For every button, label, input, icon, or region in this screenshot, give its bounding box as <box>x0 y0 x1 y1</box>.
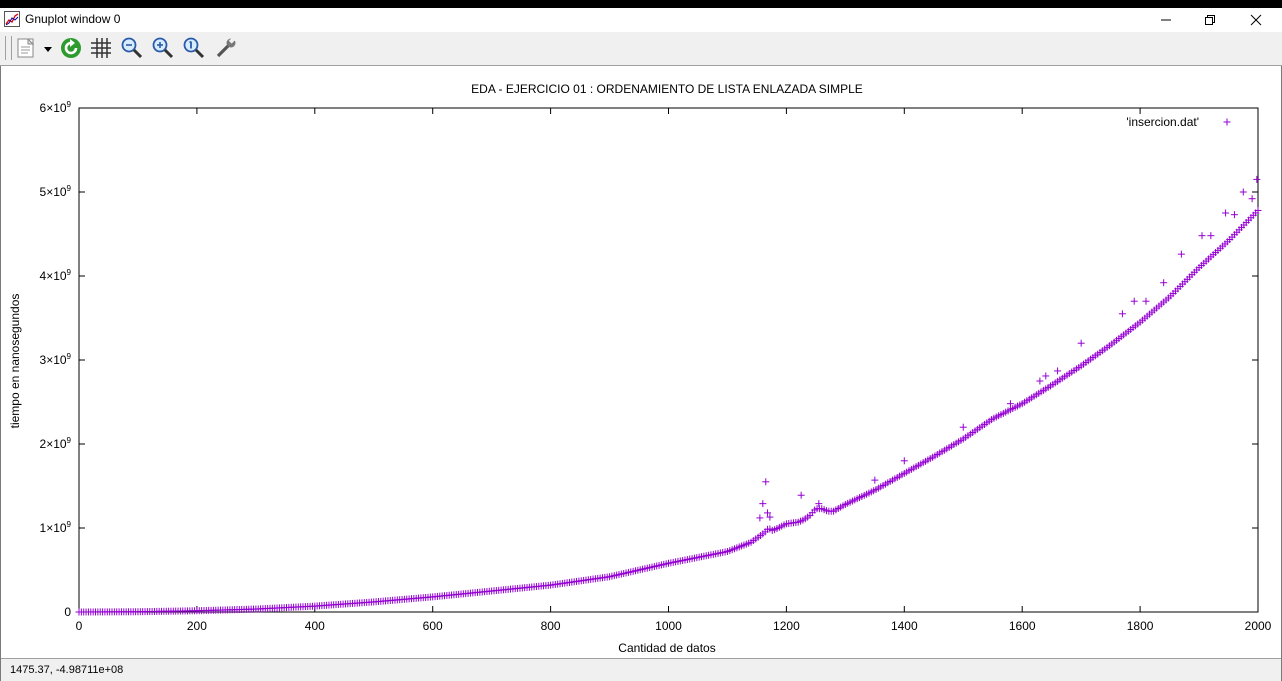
window-border-left <box>0 66 1 681</box>
x-tick-label: 1800 <box>1127 619 1154 633</box>
y-tick-label: 0 <box>64 605 71 619</box>
autoscale-icon <box>183 37 205 59</box>
legend-plus-marker <box>1223 118 1231 126</box>
data-point-outlier <box>1253 175 1261 183</box>
copy-options-icon <box>17 38 52 58</box>
y-tick-label: 3×109 <box>40 352 72 367</box>
restore-icon <box>1205 15 1215 25</box>
status-bar: 1475.37, -4.98711e+08 <box>0 658 1282 681</box>
data-point-outlier <box>1077 339 1085 347</box>
grid-icon <box>91 38 111 58</box>
title-bar[interactable]: Gnuplot window 0 <box>0 8 1282 32</box>
data-point-outlier <box>762 478 770 486</box>
toolbar <box>0 32 1282 65</box>
close-icon <box>1250 14 1262 26</box>
x-tick-label: 400 <box>305 619 325 633</box>
data-point-outlier <box>1248 195 1256 203</box>
minimize-button[interactable] <box>1144 8 1188 32</box>
grid-button[interactable] <box>88 35 114 61</box>
x-tick-label: 800 <box>541 619 561 633</box>
plot-area[interactable]: EDA - EJERCICIO 01 : ORDENAMIENTO DE LIS… <box>0 66 1282 658</box>
x-tick-label: 1000 <box>655 619 682 633</box>
data-point-outlier <box>1054 367 1062 375</box>
data-points <box>75 175 1262 616</box>
data-point-outlier <box>1230 211 1238 219</box>
data-point-outlier <box>1160 279 1168 287</box>
restore-button[interactable] <box>1188 8 1232 32</box>
status-coordinates: 1475.37, -4.98711e+08 <box>10 664 124 676</box>
x-tick-label: 200 <box>187 619 207 633</box>
toolbar-separator <box>0 65 1282 66</box>
data-point-outlier <box>756 514 764 522</box>
y-axis-ticks: 0 1×109 2×109 3×109 4×109 5×109 6×109 <box>40 100 1258 619</box>
x-axis-label: Cantidad de datos <box>618 641 715 655</box>
y-tick-label: 5×109 <box>40 184 72 199</box>
data-point-outlier <box>815 500 823 508</box>
gnuplot-app-icon <box>4 11 20 27</box>
data-point-outlier <box>1222 209 1230 217</box>
y-tick-label: 1×109 <box>40 520 72 535</box>
data-point-outlier <box>900 457 908 465</box>
copy-options-button[interactable] <box>15 35 55 61</box>
y-axis-label: tiempo en nanosegundos <box>8 294 22 429</box>
plot-border <box>78 107 1259 613</box>
data-point-outlier <box>1118 310 1126 318</box>
data-point-outlier <box>1006 400 1014 408</box>
y-tick-label: 4×109 <box>40 268 72 283</box>
options-button[interactable] <box>212 35 240 61</box>
x-tick-label: 1400 <box>891 619 918 633</box>
window-title: Gnuplot window 0 <box>25 12 121 26</box>
data-point-outlier <box>1130 297 1138 305</box>
gnuplot-chart[interactable]: EDA - EJERCICIO 01 : ORDENAMIENTO DE LIS… <box>0 66 1282 658</box>
y-tick-label: 6×109 <box>40 100 72 115</box>
autoscale-button[interactable] <box>181 35 207 61</box>
x-tick-label: 600 <box>423 619 443 633</box>
legend-marker <box>1223 118 1231 126</box>
data-point-outlier <box>1177 250 1185 258</box>
data-point-outlier <box>1239 188 1247 196</box>
x-axis-ticks: 0 200 400 600 800 1000 1200 1400 1600 1800 2000 <box>76 108 1272 633</box>
zoom-previous-button[interactable] <box>119 35 145 61</box>
data-point-outlier <box>759 500 767 508</box>
y-tick-label: 2×109 <box>40 436 72 451</box>
replot-icon <box>61 38 81 58</box>
zoom-next-button[interactable] <box>150 35 176 61</box>
toolbar-grip[interactable] <box>5 36 12 60</box>
x-tick-label: 1600 <box>1009 619 1036 633</box>
data-point-outlier <box>959 423 967 431</box>
data-point <box>1254 206 1262 214</box>
screen-top-strip <box>0 0 1282 8</box>
data-point-outlier <box>764 509 772 517</box>
data-point-outlier <box>1036 377 1044 385</box>
data-point-outlier <box>797 491 805 499</box>
x-tick-label: 0 <box>76 619 83 633</box>
close-button[interactable] <box>1234 8 1278 32</box>
x-tick-label: 1200 <box>773 619 800 633</box>
legend-label: 'insercion.dat' <box>1126 115 1199 129</box>
data-point-outlier <box>1142 297 1150 305</box>
data-point-outlier <box>1042 372 1050 380</box>
minimize-icon <box>1161 19 1171 21</box>
zoom-next-icon <box>152 37 174 59</box>
data-point-outlier <box>1198 232 1206 240</box>
chart-title: EDA - EJERCICIO 01 : ORDENAMIENTO DE LIS… <box>471 82 863 96</box>
data-point-outlier <box>871 476 879 484</box>
zoom-previous-icon <box>121 37 143 59</box>
replot-button[interactable] <box>58 35 84 61</box>
options-wrench-icon <box>216 37 236 58</box>
data-point-outlier <box>766 513 774 521</box>
data-point-outlier <box>1207 232 1215 240</box>
x-tick-label: 2000 <box>1245 619 1272 633</box>
